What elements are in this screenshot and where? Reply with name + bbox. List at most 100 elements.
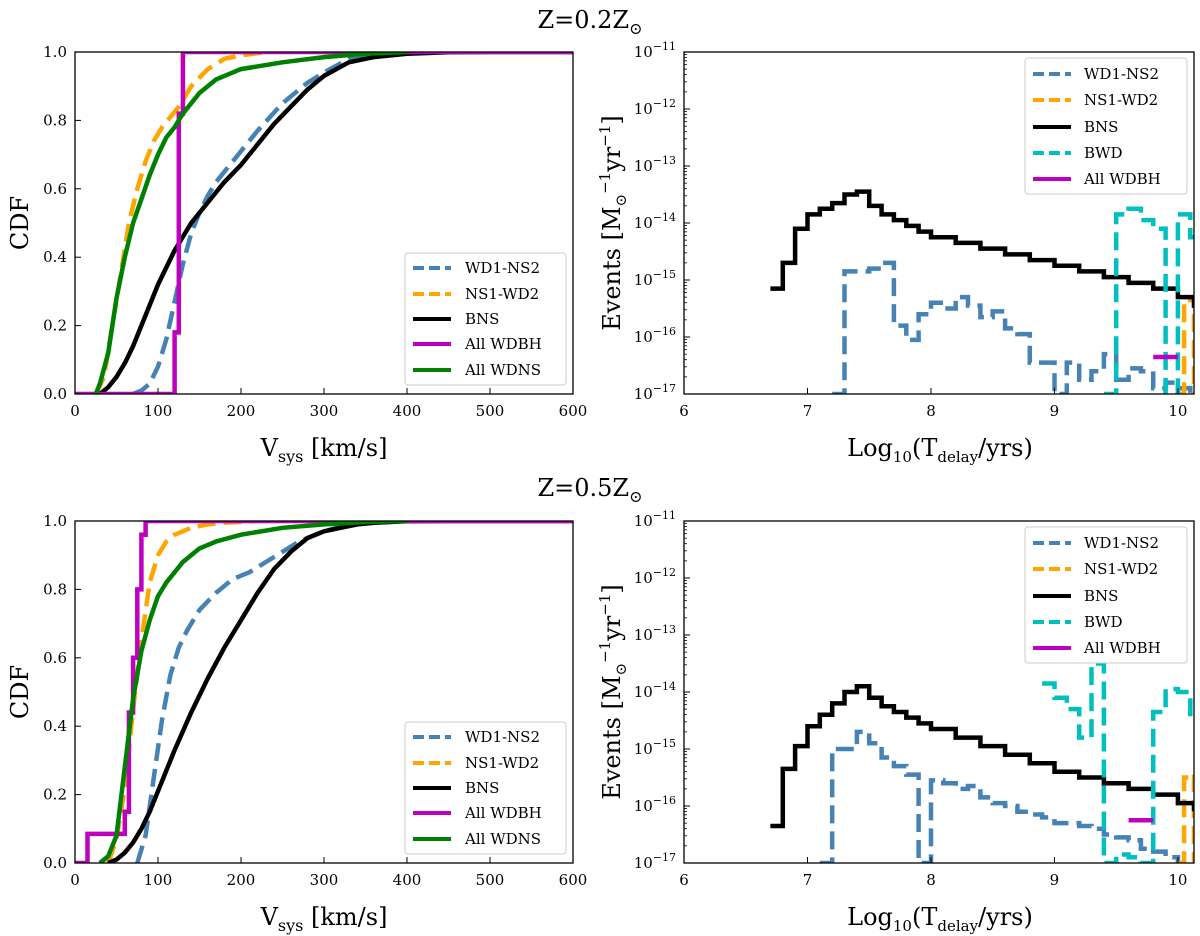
y-tick-label: 0.0 [43,385,67,403]
y-axis-label: Events [M⊙−1yr−1] [596,115,630,331]
row-title: Z=0.5Z⊙ [537,474,642,506]
x-tick-label: 300 [310,402,339,420]
x-tick-label: 8 [926,871,936,889]
y-tick-label: 10−17 [634,382,676,403]
y-tick-label: 0.0 [43,854,67,872]
y-tick-label: 10−16 [634,325,676,346]
series-ns1-wd2 [1177,772,1194,863]
y-tick-label: 10−14 [634,211,676,232]
x-tick-label: 10 [1168,871,1187,889]
x-axis-label: Vsys [km/s] [260,903,388,935]
x-tick-label: 400 [393,402,422,420]
series-wd1-ns2 [135,521,408,863]
legend: WD1-NS2 NS1-WD2 BNS BWD All WDBH [1024,526,1188,664]
legend-label-bns: BNS [465,779,499,797]
y-tick-label: 10−12 [634,97,676,118]
y-tick-label: 10−12 [634,566,676,587]
series-wd1-ns2 [832,260,1194,394]
series-wd1-ns2 [132,52,408,394]
x-tick-label: 6 [679,871,689,889]
x-tick-label: 7 [803,402,813,420]
y-tick-label: 0.4 [43,717,67,735]
x-tick-label: 9 [1050,402,1060,420]
x-tick-label: 600 [559,871,588,889]
series-bns [770,189,1194,308]
y-tick-label: 0.2 [43,786,67,804]
legend-label-all-wdbh: All WDBH [464,335,542,353]
x-tick-label: 0 [70,871,80,889]
series-all-wdns [93,52,408,394]
legend-label-wd1-ns2: WD1-NS2 [465,259,540,277]
x-tick-label: 7 [803,871,813,889]
series-wd1-ns2 [819,729,1194,863]
x-tick-label: 9 [1050,871,1060,889]
x-tick-label: 100 [144,871,173,889]
x-tick-label: 500 [476,871,505,889]
series-ns1-wd2 [1177,294,1194,394]
cdf-panel-z05: 0 100 200 300 400 500 600 0.0 0.2 0.4 0.6 0.8 1.0 Vs… [6,512,587,935]
y-axis-label: CDF [6,196,34,250]
y-tick-label: 0.8 [43,580,67,598]
x-axis-label: Log10(Tdelay/yrs) [847,434,1033,466]
legend-label-ns1-wd2: NS1-WD2 [1084,560,1158,578]
legend-label-wd1-ns2: WD1-NS2 [1084,534,1159,552]
series-all-wdns [98,521,408,863]
y-tick-label: 10−13 [634,154,676,175]
x-tick-label: 500 [476,402,505,420]
series-bns [98,52,573,394]
x-tick-label: 10 [1168,402,1187,420]
y-tick-label: 10−11 [634,509,676,530]
legend-label-all-wdbh: All WDBH [1083,170,1161,188]
series-all-wdbh [75,521,573,863]
y-axis-label: Events [M⊙−1yr−1] [596,584,630,800]
cdf-panel-z02: 0 100 200 300 400 500 600 0.0 0.2 0.4 0.6 0.8 1.0 Vs… [6,43,587,466]
legend-label-all-wdns: All WDNS [464,361,541,379]
x-tick-label: 400 [393,871,422,889]
series-bwd [1042,661,1194,863]
legend-label-ns1-wd2: NS1-WD2 [465,754,539,772]
series-all-wdbh [75,52,573,394]
x-tick-label: 8 [926,402,936,420]
legend: WD1-NS2 NS1-WD2 BNS All WDBH All WDNS [404,721,567,855]
legend-label-bwd: BWD [1084,613,1122,631]
legend-label-bns: BNS [465,310,499,328]
legend-label-all-wdbh: All WDBH [1083,639,1161,657]
y-tick-label: 10−13 [634,623,676,644]
x-tick-label: 300 [310,871,339,889]
y-tick-label: 1.0 [43,43,67,61]
x-tick-label: 6 [679,402,689,420]
legend-label-all-wdbh: All WDBH [464,804,542,822]
legend-label-ns1-wd2: NS1-WD2 [1084,91,1158,109]
x-tick-label: 600 [559,402,588,420]
legend: WD1-NS2 NS1-WD2 BNS BWD All WDBH [1024,57,1188,195]
row-title: Z=0.2Z⊙ [537,6,642,38]
y-tick-label: 10−17 [634,851,676,872]
delay-panel-z02: 6 7 8 9 10 10−17 10−16 10−15 10−14 10−13 10−12 10−1… [596,40,1195,466]
legend-label-bwd: BWD [1084,144,1122,162]
y-tick-label: 10−14 [634,680,676,701]
x-tick-label: 200 [227,871,256,889]
legend-label-wd1-ns2: WD1-NS2 [465,728,540,746]
legend: WD1-NS2 NS1-WD2 BNS All WDBH All WDNS [404,252,567,386]
x-axis-label: Log10(Tdelay/yrs) [847,903,1033,935]
y-tick-label: 0.6 [43,180,67,198]
y-axis-label: CDF [6,665,34,719]
x-tick-label: 100 [144,402,173,420]
series-ns1-wd2 [106,521,258,863]
legend-label-ns1-wd2: NS1-WD2 [465,285,539,303]
y-tick-label: 0.8 [43,111,67,129]
series-bwd [1103,206,1194,394]
y-tick-label: 10−16 [634,794,676,815]
y-tick-label: 0.2 [43,317,67,335]
legend-label-all-wdns: All WDNS [464,830,541,848]
x-tick-label: 0 [70,402,80,420]
y-tick-label: 10−15 [634,737,676,758]
x-tick-label: 200 [227,402,256,420]
series-ns1-wd2 [93,52,267,394]
y-tick-label: 0.6 [43,649,67,667]
series-bns [770,684,1194,829]
x-axis-label: Vsys [km/s] [260,434,388,466]
legend-label-bns: BNS [1084,587,1118,605]
legend-label-wd1-ns2: WD1-NS2 [1084,65,1159,83]
